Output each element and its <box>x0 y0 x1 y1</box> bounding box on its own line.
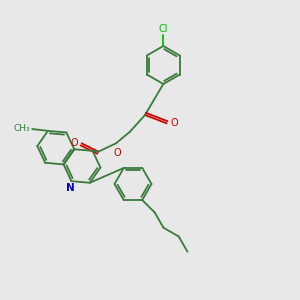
Text: O: O <box>70 138 78 148</box>
Text: CH₃: CH₃ <box>14 124 30 133</box>
Text: N: N <box>66 183 75 193</box>
Text: Cl: Cl <box>159 24 168 34</box>
Text: O: O <box>113 148 121 158</box>
Text: O: O <box>171 118 178 128</box>
